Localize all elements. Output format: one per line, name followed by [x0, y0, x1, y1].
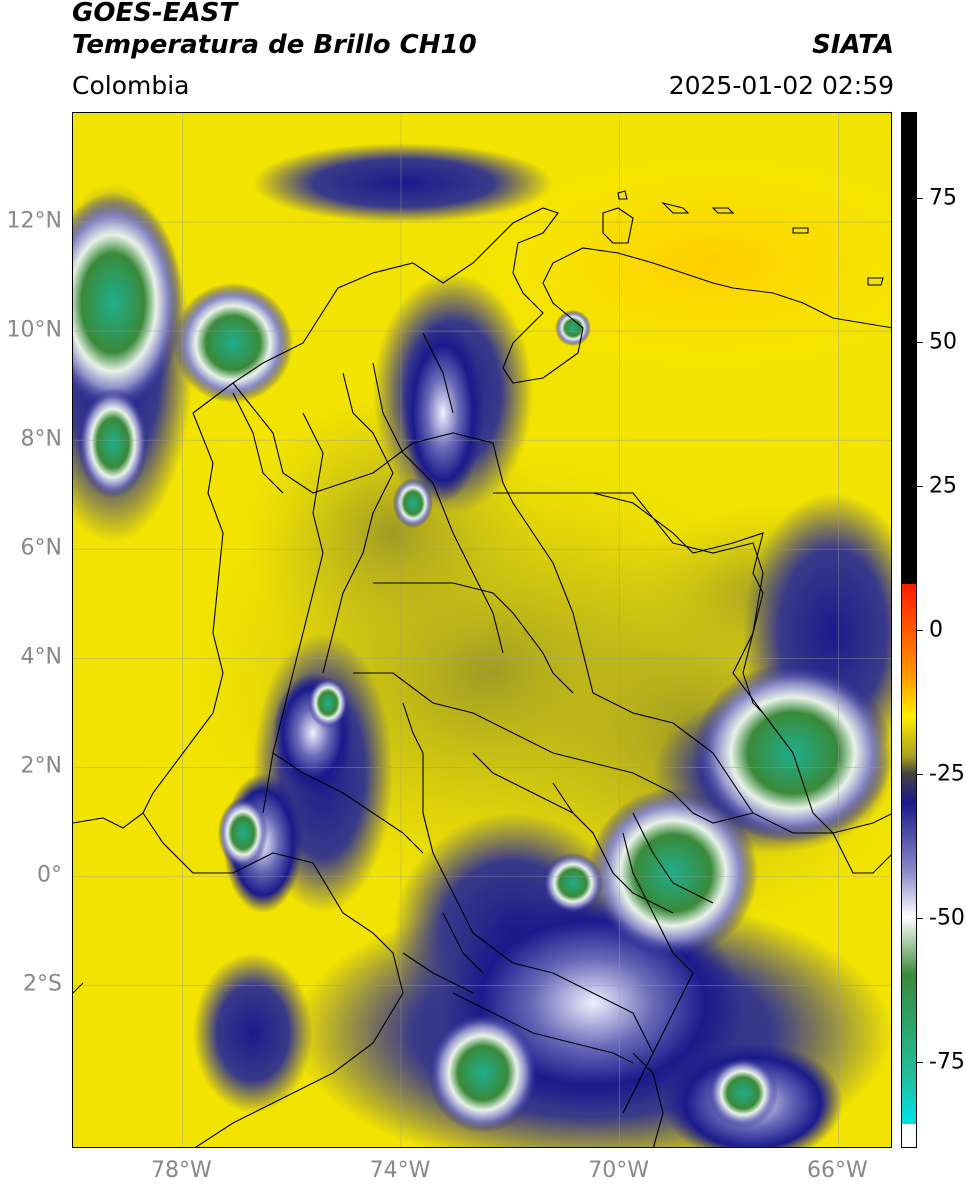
lon-tick-label: 74°W — [369, 1158, 431, 1183]
lat-tick-label: 8°N — [20, 426, 62, 452]
product-title: Temperatura de Brillo CH10 — [72, 30, 477, 60]
lat-tick-label: 12°N — [6, 208, 62, 234]
colorbar-tick — [917, 630, 923, 631]
lon-tick-label: 70°W — [588, 1158, 650, 1183]
colorbar-tick — [917, 486, 923, 488]
lat-tick-label: 4°N — [20, 644, 62, 670]
lat-tick-label: 6°N — [20, 535, 62, 561]
lon-tick-label: 78°W — [150, 1158, 212, 1183]
colorbar-tick-label: -75 — [929, 1049, 965, 1075]
colorbar-tick-label: 50 — [929, 329, 957, 355]
colorbar-tick-label: -50 — [929, 905, 965, 931]
colorbar-tick — [917, 198, 923, 200]
colorbar-tick — [917, 342, 923, 344]
colorbar — [901, 112, 917, 1148]
satellite-title: GOES-EAST — [72, 0, 238, 28]
colorbar-tick-label: 0 — [929, 617, 943, 643]
datetime-label: 2025-01-02 02:59 — [668, 71, 894, 100]
lat-tick-label: 2°S — [23, 971, 62, 997]
colorbar-tick — [917, 773, 923, 775]
lat-tick-label: 0° — [37, 862, 62, 888]
source-label: SIATA — [812, 30, 894, 60]
satellite-map — [72, 112, 892, 1148]
colorbar-tick — [917, 1061, 923, 1063]
lat-tick-label: 2°N — [20, 753, 62, 779]
colorbar-tick-label: 25 — [929, 473, 957, 499]
lon-tick-label: 66°W — [806, 1158, 868, 1183]
colorbar-tick — [917, 917, 923, 919]
lat-tick-label: 10°N — [6, 317, 62, 343]
colorbar-tick-label: 75 — [929, 185, 957, 211]
colorbar-tick-label: -25 — [929, 761, 965, 787]
region-label: Colombia — [72, 71, 190, 100]
